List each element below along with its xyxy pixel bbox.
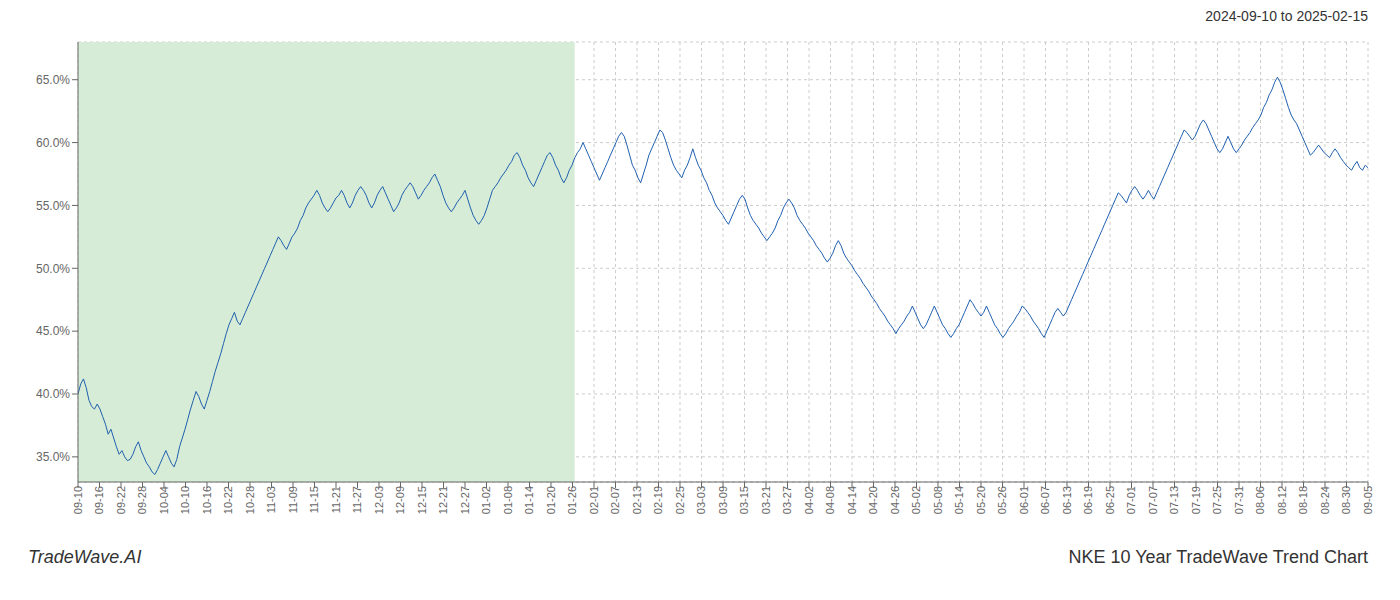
svg-text:60.0%: 60.0% [36, 136, 70, 150]
svg-text:05-08: 05-08 [932, 486, 944, 514]
svg-text:12-15: 12-15 [416, 486, 428, 514]
svg-text:05-14: 05-14 [953, 486, 965, 514]
svg-text:07-19: 07-19 [1190, 486, 1202, 514]
svg-text:04-20: 04-20 [867, 486, 879, 514]
svg-text:10-22: 10-22 [222, 486, 234, 514]
svg-text:12-09: 12-09 [394, 486, 406, 514]
svg-text:08-24: 08-24 [1319, 486, 1331, 514]
svg-text:03-21: 03-21 [760, 486, 772, 514]
svg-text:04-08: 04-08 [824, 486, 836, 514]
svg-text:06-07: 06-07 [1039, 486, 1051, 514]
svg-text:09-10: 09-10 [72, 486, 84, 514]
svg-text:03-15: 03-15 [738, 486, 750, 514]
svg-text:02-07: 02-07 [609, 486, 621, 514]
svg-text:10-04: 10-04 [158, 486, 170, 514]
svg-text:02-01: 02-01 [588, 486, 600, 514]
svg-text:08-12: 08-12 [1276, 486, 1288, 514]
svg-text:06-25: 06-25 [1104, 486, 1116, 514]
svg-text:65.0%: 65.0% [36, 73, 70, 87]
svg-text:03-03: 03-03 [695, 486, 707, 514]
svg-text:06-13: 06-13 [1061, 486, 1073, 514]
svg-text:08-30: 08-30 [1340, 486, 1352, 514]
svg-text:05-26: 05-26 [996, 486, 1008, 514]
svg-text:07-25: 07-25 [1211, 486, 1223, 514]
svg-text:01-14: 01-14 [523, 486, 535, 514]
html-text:2024-09-10 to 2025-02-15: 2024-09-10 to 2025-02-15 [1205, 8, 1368, 24]
svg-text:11-09: 11-09 [287, 486, 299, 513]
svg-text:11-15: 11-15 [308, 486, 320, 513]
html-text:TradeWave.AI: TradeWave.AI [28, 546, 142, 567]
svg-text:07-01: 07-01 [1125, 486, 1137, 514]
svg-text:01-20: 01-20 [545, 486, 557, 514]
svg-text:05-20: 05-20 [975, 486, 987, 514]
svg-text:06-19: 06-19 [1082, 486, 1094, 514]
svg-text:09-16: 09-16 [93, 486, 105, 514]
svg-text:12-03: 12-03 [373, 486, 385, 514]
svg-text:07-13: 07-13 [1168, 486, 1180, 514]
svg-text:06-01: 06-01 [1018, 486, 1030, 514]
svg-text:50.0%: 50.0% [36, 262, 70, 276]
svg-text:01-02: 01-02 [480, 486, 492, 514]
svg-text:55.0%: 55.0% [36, 199, 70, 213]
svg-text:08-06: 08-06 [1254, 486, 1266, 514]
svg-text:03-09: 03-09 [717, 486, 729, 514]
svg-text:11-03: 11-03 [265, 486, 277, 513]
html-text:NKE 10 Year TradeWave Trend Ch: NKE 10 Year TradeWave Trend Chart [1068, 546, 1368, 567]
svg-text:40.0%: 40.0% [36, 387, 70, 401]
svg-text:01-26: 01-26 [566, 486, 578, 514]
svg-text:10-10: 10-10 [179, 486, 191, 514]
svg-text:45.0%: 45.0% [36, 324, 70, 338]
svg-text:12-21: 12-21 [437, 486, 449, 514]
svg-text:11-27: 11-27 [351, 486, 363, 513]
svg-text:02-13: 02-13 [631, 486, 643, 514]
svg-text:09-22: 09-22 [115, 486, 127, 514]
svg-text:04-26: 04-26 [889, 486, 901, 514]
svg-text:35.0%: 35.0% [36, 450, 70, 464]
svg-text:02-19: 02-19 [652, 486, 664, 514]
svg-text:04-02: 04-02 [803, 486, 815, 514]
svg-text:04-14: 04-14 [846, 486, 858, 514]
svg-text:12-27: 12-27 [459, 486, 471, 514]
svg-text:11-21: 11-21 [330, 486, 342, 513]
svg-text:08-18: 08-18 [1297, 486, 1309, 514]
svg-text:05-02: 05-02 [910, 486, 922, 514]
svg-text:09-28: 09-28 [136, 486, 148, 514]
svg-text:07-07: 07-07 [1147, 486, 1159, 514]
svg-text:02-25: 02-25 [674, 486, 686, 514]
svg-text:07-31: 07-31 [1233, 486, 1245, 514]
svg-text:03-27: 03-27 [781, 486, 793, 514]
svg-text:01-08: 01-08 [502, 486, 514, 514]
svg-text:10-16: 10-16 [201, 486, 213, 514]
svg-text:09-05: 09-05 [1362, 486, 1374, 514]
svg-text:10-28: 10-28 [244, 486, 256, 514]
